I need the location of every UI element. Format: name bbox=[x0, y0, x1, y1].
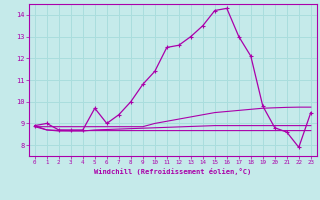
X-axis label: Windchill (Refroidissement éolien,°C): Windchill (Refroidissement éolien,°C) bbox=[94, 168, 252, 175]
